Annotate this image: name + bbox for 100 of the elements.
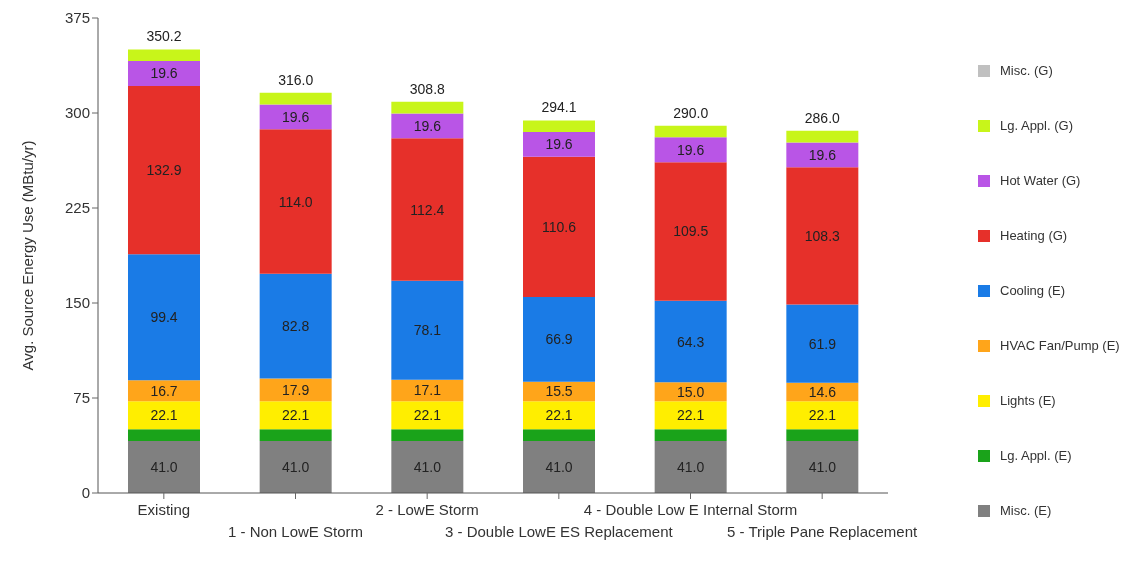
data-label: 112.4	[410, 201, 445, 218]
bar	[523, 156, 595, 297]
bar	[391, 441, 464, 493]
x-tick-label: 1 - Non LowE Storm	[227, 523, 364, 540]
data-label: 41.0	[677, 459, 705, 476]
bar	[654, 382, 727, 402]
legend-label: Hot Water (G)	[999, 173, 1082, 188]
data-label: 19.6	[150, 65, 178, 82]
data-label: 22.1	[150, 407, 178, 424]
data-label: 19.6	[677, 141, 705, 158]
y-tick-label: 225	[64, 199, 90, 217]
x-tick-label: 2 - LowE Storm	[375, 501, 479, 518]
data-label: 15.5	[545, 383, 573, 400]
y-tick-label: 375	[64, 9, 90, 27]
bar	[654, 300, 727, 383]
bar	[786, 142, 859, 168]
data-label: 64.3	[677, 333, 705, 350]
bar	[128, 441, 200, 493]
bar	[654, 401, 727, 430]
data-label: 19.6	[808, 146, 837, 163]
data-label: 132.9	[146, 162, 182, 179]
bar	[259, 378, 332, 402]
bar	[128, 380, 200, 402]
bar	[786, 304, 859, 383]
data-label: 22.1	[282, 407, 310, 424]
data-label: 61.9	[808, 335, 837, 352]
bar	[523, 296, 595, 382]
bar	[523, 120, 595, 132]
bar	[391, 401, 464, 430]
bar	[128, 429, 200, 442]
data-label: 14.6	[808, 384, 837, 401]
legend-label: Cooling (E)	[999, 283, 1067, 298]
data-label: 41.0	[150, 459, 178, 476]
legend-label: Misc. (E)	[999, 503, 1053, 518]
x-tick-label: 4 - Double Low E Internal Storm	[583, 501, 798, 518]
legend-label: HVAC Fan/Pump (E)	[999, 338, 1120, 353]
data-label: 110.6	[542, 218, 577, 235]
bar	[259, 273, 332, 379]
y-tick-label: 150	[64, 294, 90, 312]
bar	[259, 429, 332, 442]
bar	[786, 429, 859, 442]
y-tick-label: 0	[81, 484, 90, 502]
data-label: 41.0	[413, 459, 442, 476]
total-label: 290.0	[673, 104, 709, 121]
data-label: 17.1	[413, 382, 442, 399]
data-label: 22.1	[677, 407, 705, 424]
bar	[128, 401, 200, 430]
bar	[391, 101, 464, 114]
bar	[786, 441, 859, 493]
bar	[786, 401, 859, 430]
legend-label: Lights (E)	[999, 393, 1057, 408]
data-label: 82.8	[282, 318, 310, 335]
data-label: 41.0	[808, 459, 837, 476]
legend-label: Heating (G)	[999, 228, 1069, 243]
data-label: 22.1	[808, 407, 837, 424]
bar	[259, 401, 332, 430]
bar	[128, 85, 200, 255]
bar	[654, 429, 727, 442]
legend-label: Lg. Appl. (G)	[999, 118, 1074, 133]
x-tick-label: 5 - Triple Pane Replacement	[727, 523, 919, 540]
bar	[523, 132, 595, 157]
y-tick-label: 300	[64, 104, 90, 122]
y-axis-title: Avg. Source Energy Use (MBtu/yr)	[19, 140, 37, 371]
bar	[654, 162, 727, 301]
data-label: 109.5	[673, 223, 709, 240]
bar	[128, 254, 200, 381]
data-label: 78.1	[413, 322, 442, 339]
bar	[259, 129, 332, 274]
data-label: 114.0	[278, 193, 313, 210]
bar	[128, 61, 200, 86]
x-tick-label: Existing	[137, 501, 191, 518]
data-label: 16.7	[150, 382, 178, 399]
data-label: 22.1	[545, 407, 573, 424]
data-label: 41.0	[282, 459, 310, 476]
legend-label: Lg. Appl. (E)	[999, 448, 1073, 463]
x-tick-label: 3 - Double LowE ES Replacement	[445, 523, 674, 540]
legend-label: Misc. (G)	[999, 63, 1054, 78]
bar	[128, 49, 200, 62]
data-label: 19.6	[545, 136, 573, 153]
bar	[523, 429, 595, 442]
total-label: 294.1	[541, 99, 577, 116]
bar	[654, 137, 727, 163]
data-label: 17.9	[282, 381, 310, 398]
bar	[523, 401, 595, 430]
total-label: 350.2	[146, 28, 182, 45]
bar	[391, 280, 464, 380]
bar	[786, 130, 859, 143]
data-label: 41.0	[545, 459, 573, 476]
data-label: 15.0	[677, 383, 705, 400]
data-label: 99.4	[150, 309, 178, 326]
data-label: 108.3	[804, 227, 841, 244]
bar	[259, 441, 332, 493]
y-tick-label: 75	[73, 389, 90, 407]
total-label: 286.0	[804, 109, 841, 126]
data-label: 19.6	[282, 108, 310, 125]
bar	[259, 92, 332, 105]
data-label: 66.9	[545, 331, 573, 348]
bar	[654, 125, 727, 138]
total-label: 316.0	[278, 71, 314, 88]
bar	[786, 167, 859, 305]
